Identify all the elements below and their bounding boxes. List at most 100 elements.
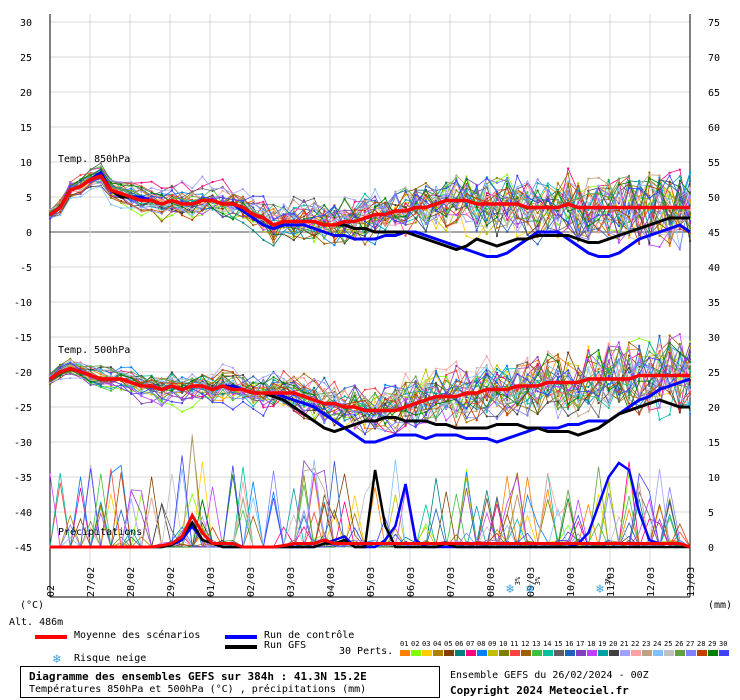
member-t850-line-point	[607, 213, 610, 216]
legend-control-label: Run de contrôle	[264, 630, 355, 641]
member-t500-line-point	[191, 373, 194, 376]
perts-member-number: 22	[631, 640, 640, 648]
member-t500-line-point	[475, 366, 478, 369]
member-t850-line-point	[587, 226, 590, 229]
perts-member-number: 13	[532, 640, 541, 648]
member-t500-line-point	[99, 372, 102, 375]
member-t850-line-point	[465, 204, 468, 207]
member-t850-line-point	[89, 168, 92, 171]
member-t850-line-point	[566, 180, 570, 183]
member-t850-line-point	[465, 187, 468, 190]
member-t850-line-point	[99, 185, 102, 188]
member-t500-line-point	[597, 390, 600, 393]
member-t500-line-point	[180, 391, 184, 395]
member-t500-line-point	[516, 367, 519, 371]
perts-member-number: 23	[642, 640, 651, 648]
member-t850-line-point	[648, 196, 651, 200]
member-t500-line-point	[485, 366, 488, 369]
member-t500-line-point	[516, 389, 519, 392]
member-t500-line-point	[577, 388, 580, 391]
member-t500-line-point	[363, 412, 367, 415]
perts-member-number: 01	[400, 640, 409, 648]
member-t850-line-point	[221, 199, 224, 202]
member-t500-line-point	[180, 398, 184, 402]
member-t500-line-point	[526, 402, 529, 405]
member-t500-line-point	[343, 415, 346, 418]
member-t850-line-point	[495, 226, 499, 229]
member-t500-line-point	[130, 392, 133, 396]
member-t500-line-point	[455, 403, 458, 406]
member-t850-line-point	[323, 236, 326, 240]
member-t500-line-point	[445, 373, 448, 376]
member-t500-line-point	[526, 356, 529, 359]
member-t850-line-point	[373, 218, 377, 221]
member-t500-line-point	[465, 396, 468, 399]
perts-member-number: 02	[411, 640, 420, 648]
member-t850-line-point	[302, 228, 306, 232]
member-t850-line-point	[556, 191, 560, 194]
right-tick-label: 55	[708, 158, 720, 169]
member-t500-line-point	[272, 388, 275, 392]
member-t500-line-point	[170, 389, 174, 392]
member-t850-line-point	[587, 220, 590, 223]
member-t850-line-point	[607, 189, 610, 193]
member-t500-line-point	[566, 389, 570, 392]
member-t500-line-point	[648, 350, 651, 353]
member-t500-line-point	[475, 381, 478, 384]
perts-member-number: 15	[554, 640, 563, 648]
member-t850-line-point	[211, 194, 214, 197]
member-t500-line-point	[69, 361, 72, 364]
member-t850-line-point	[384, 228, 387, 231]
member-t500-line-point	[109, 389, 113, 392]
perts-member-swatch	[686, 650, 696, 656]
member-t850-line-point	[526, 202, 529, 205]
member-t850-line-point	[485, 232, 488, 236]
member-t850-line-point	[627, 175, 631, 178]
member-t500-line-point	[506, 370, 509, 373]
member-t850-line-point	[688, 180, 692, 183]
date-tick-label: 10/03	[566, 567, 577, 597]
member-t850-line-point	[668, 193, 671, 196]
member-t850-line-point	[516, 174, 519, 177]
member-t850-line-point	[617, 181, 620, 184]
member-t500-line-point	[272, 385, 275, 388]
member-t850-line-point	[648, 177, 651, 180]
member-t500-line-point	[577, 367, 580, 370]
member-t500-line-point	[404, 382, 407, 386]
member-t850-line-point	[678, 196, 681, 199]
member-t850-line-point	[59, 211, 62, 214]
member-t500-line-point	[668, 382, 671, 385]
member-t850-line-point	[140, 187, 143, 190]
member-t500-line-point	[546, 373, 549, 376]
member-t500-line-point	[475, 374, 478, 377]
member-t850-line-point	[678, 227, 681, 231]
member-t850-line-point	[638, 212, 641, 215]
member-t500-line-point	[434, 384, 438, 387]
member-t500-line-point	[252, 405, 255, 408]
member-t850-line-point	[191, 211, 194, 214]
perts-member-number: 24	[653, 640, 662, 648]
member-t850-line-point	[465, 178, 468, 181]
member-t850-line-point	[140, 214, 143, 217]
member-t850-line-point	[414, 212, 417, 215]
member-t850-line-point	[485, 177, 488, 180]
member-t500-line-point	[272, 382, 275, 385]
member-t500-line-point	[414, 426, 417, 429]
member-t500-line-point	[191, 379, 194, 383]
member-t500-line-point	[424, 379, 427, 382]
member-t500-line-point	[313, 390, 316, 393]
member-t500-line-point	[150, 378, 153, 381]
member-t850-line-point	[597, 184, 600, 187]
member-t500-line-point	[658, 383, 661, 386]
member-t850-line-point	[566, 190, 570, 193]
member-t500-line-point	[333, 387, 336, 390]
member-t850-line-point	[597, 192, 600, 195]
member-t850-line-point	[262, 207, 265, 211]
member-t500-line-point	[373, 426, 377, 429]
member-t500-line-point	[445, 406, 448, 409]
member-t850-line-point	[109, 192, 113, 195]
footer-title: Diagramme des ensembles GEFS sur 384h : …	[29, 670, 367, 683]
member-t500-line-point	[394, 421, 397, 424]
legend-mean-swatch	[35, 635, 67, 639]
member-t500-line-point	[688, 392, 692, 395]
